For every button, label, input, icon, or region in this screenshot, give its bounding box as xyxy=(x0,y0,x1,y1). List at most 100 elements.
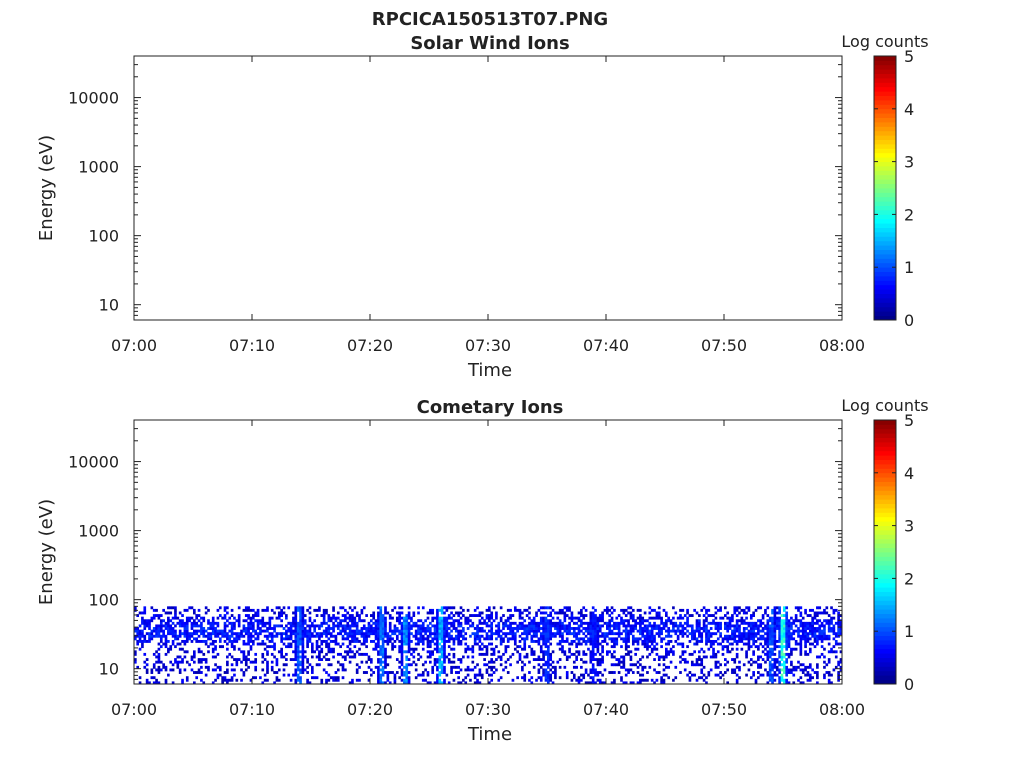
heatmap-cell xyxy=(445,629,449,633)
heatmap-cell xyxy=(440,639,444,643)
heatmap-cell xyxy=(334,624,338,628)
heatmap-cell xyxy=(775,619,779,623)
heatmap-cell xyxy=(473,665,477,669)
heatmap-cell xyxy=(332,647,335,651)
heatmap-cell xyxy=(202,639,206,643)
heatmap-cell xyxy=(440,608,444,612)
heatmap-cell xyxy=(322,639,326,643)
heatmap-cell xyxy=(259,619,262,623)
heatmap-cell xyxy=(355,637,359,641)
heatmap-cell xyxy=(787,652,791,656)
heatmap-cell xyxy=(575,637,578,641)
heatmap-cell xyxy=(157,652,161,656)
heatmap-cell xyxy=(285,632,288,636)
heatmap-cell xyxy=(157,671,161,674)
heatmap-cell xyxy=(362,634,366,638)
colorbar-swatch xyxy=(874,569,896,575)
heatmap-cell xyxy=(813,637,817,641)
heatmap-cell xyxy=(499,655,503,659)
heatmap-cell xyxy=(367,634,371,638)
heatmap-cell xyxy=(315,634,319,638)
heatmap-cell xyxy=(643,637,647,641)
heatmap-cell xyxy=(572,616,576,620)
heatmap-cell xyxy=(322,621,326,625)
heatmap-cell xyxy=(768,639,772,643)
heatmap-cell xyxy=(504,634,508,638)
heatmap-cell xyxy=(839,665,843,669)
heatmap-cell xyxy=(709,632,713,636)
heatmap-cell xyxy=(598,627,602,630)
heatmap-cell xyxy=(650,650,654,654)
heatmap-cell xyxy=(778,637,781,641)
heatmap-cell xyxy=(584,668,588,672)
heatmap-cell xyxy=(816,681,819,685)
heatmap-cell xyxy=(816,614,819,617)
heatmap-cell xyxy=(471,632,475,636)
heatmap-cell xyxy=(167,673,170,677)
heatmap-cell xyxy=(303,655,307,659)
heatmap-cell xyxy=(164,645,168,649)
heatmap-cell xyxy=(400,658,404,661)
heatmap-cell xyxy=(617,627,621,630)
heatmap-cell xyxy=(624,642,628,646)
heatmap-cell xyxy=(518,655,522,659)
heatmap-cell xyxy=(745,673,748,677)
heatmap-cell xyxy=(572,639,576,643)
heatmap-cell xyxy=(211,624,215,628)
heatmap-cell xyxy=(261,619,265,623)
heatmap-cell xyxy=(738,676,741,680)
heatmap-cell xyxy=(539,619,543,623)
heatmap-cell xyxy=(200,627,203,630)
heatmap-cell xyxy=(148,621,151,625)
heatmap-cell xyxy=(620,619,623,623)
heatmap-cell xyxy=(528,611,531,615)
heatmap-cell xyxy=(690,673,694,677)
heatmap-cell xyxy=(280,619,283,623)
heatmap-cell xyxy=(381,673,385,677)
heatmap-cell xyxy=(457,642,460,646)
heatmap-cell xyxy=(643,619,647,623)
heatmap-cell xyxy=(629,650,633,654)
heatmap-cell xyxy=(325,629,328,633)
heatmap-cell xyxy=(320,639,324,643)
heatmap-cell xyxy=(339,632,342,636)
heatmap-cell xyxy=(499,619,503,623)
heatmap-cell xyxy=(535,632,538,636)
panel-title-solar-wind: Solar Wind Ions xyxy=(410,33,569,54)
heatmap-cell xyxy=(332,629,335,633)
colorbar-swatch xyxy=(874,179,896,184)
heatmap-cell xyxy=(669,650,673,654)
heatmap-cell xyxy=(447,637,451,641)
heatmap-cell xyxy=(549,614,553,617)
heatmap-cell xyxy=(646,619,649,623)
heatmap-cell xyxy=(804,673,807,677)
heatmap-cell xyxy=(372,611,376,615)
heatmap-cell xyxy=(768,642,772,646)
heatmap-cell xyxy=(674,676,678,680)
heatmap-cell xyxy=(804,634,807,638)
heatmap-cell xyxy=(285,652,288,656)
heatmap-cell xyxy=(537,655,541,659)
heatmap-cell xyxy=(176,616,180,620)
heatmap-cell xyxy=(424,629,427,633)
heatmap-cell xyxy=(282,627,286,630)
heatmap-cell xyxy=(608,629,612,633)
heatmap-cell xyxy=(764,652,767,656)
heatmap-cell xyxy=(202,629,206,633)
heatmap-cell xyxy=(417,639,420,643)
heatmap-cell xyxy=(542,637,545,641)
heatmap-cell xyxy=(183,608,187,612)
heatmap-cell xyxy=(447,632,451,636)
heatmap-cell xyxy=(322,629,326,633)
heatmap-cell xyxy=(787,627,791,630)
heatmap-cell xyxy=(726,647,730,651)
heatmap-cell xyxy=(374,632,378,636)
heatmap-cell xyxy=(648,629,652,633)
heatmap-cell xyxy=(818,632,822,636)
heatmap-cell xyxy=(591,658,595,661)
heatmap-cell xyxy=(827,642,831,646)
heatmap-cell xyxy=(738,632,741,636)
heatmap-cell xyxy=(421,673,425,677)
heatmap-cell xyxy=(188,663,191,667)
heatmap-cell xyxy=(301,650,305,654)
